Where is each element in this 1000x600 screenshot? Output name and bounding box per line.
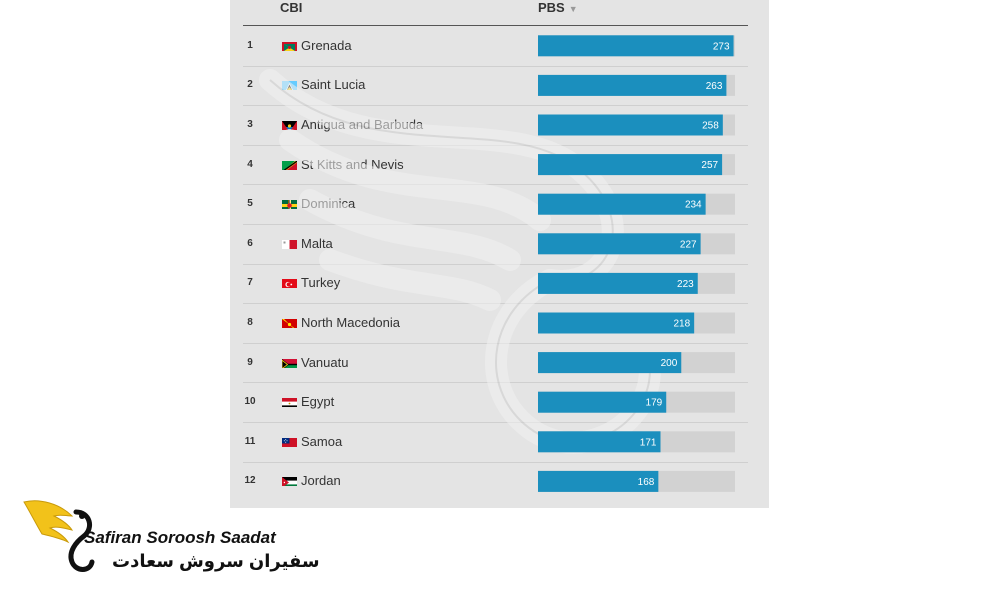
rank-label: 10 (244, 396, 256, 408)
ranking-panel (230, 0, 769, 508)
column-header-cbi[interactable]: CBI (280, 0, 302, 16)
country-name[interactable]: Turkey (301, 275, 341, 291)
samoa-flag-icon (282, 436, 297, 447)
country-name[interactable]: Malta (301, 235, 333, 251)
column-header-cbi-label: CBI (280, 0, 303, 15)
country-name[interactable]: St Kitts and Nevis (301, 156, 404, 172)
country-name[interactable]: North Macedonia (301, 315, 400, 330)
row-divider (243, 303, 748, 305)
sort-descending-icon[interactable]: ▼ (568, 4, 578, 14)
country-name[interactable]: Grenada (301, 37, 352, 53)
row-divider (243, 263, 748, 265)
egypt-flag-icon (282, 396, 297, 408)
saint-lucia-flag-icon (282, 79, 297, 91)
rank-label: 1 (247, 39, 253, 51)
column-header-pbs-label: PBS (538, 0, 565, 15)
country-name[interactable]: Saint Lucia (301, 77, 366, 93)
row-divider (243, 144, 748, 146)
country-name[interactable]: Dominica (301, 196, 356, 212)
logo-persian-name: سفیران سروش سعادت (112, 551, 320, 571)
rank-label: 11 (244, 435, 256, 447)
company-logo: Safiran Soroosh Saadat سفیران سروش سعادت (20, 494, 320, 584)
row-divider (243, 382, 748, 384)
country-name[interactable]: Samoa (301, 433, 343, 449)
rank-label: 2 (247, 79, 253, 91)
country-name[interactable]: Egypt (301, 394, 335, 410)
row-divider (243, 461, 748, 463)
row-divider (243, 342, 748, 344)
rank-label: 5 (247, 198, 253, 210)
row-divider (243, 105, 748, 107)
antigua-and-barbuda-flag-icon (282, 119, 297, 130)
vanuatu-flag-icon (282, 357, 297, 368)
rank-label: 3 (247, 119, 253, 130)
rank-label: 4 (247, 158, 253, 170)
turkey-flag-icon (282, 277, 297, 289)
st-kitts-and-nevis-flag-icon (282, 159, 297, 170)
row-divider (243, 224, 748, 225)
logo-name: Safiran Soroosh Saadat (84, 528, 276, 547)
row-divider (243, 184, 748, 186)
north-macedonia-flag-icon (282, 317, 297, 328)
country-name[interactable]: Vanuatu (301, 354, 349, 370)
rank-label: 6 (247, 237, 253, 249)
row-divider (243, 65, 748, 67)
dominica-flag-icon (282, 198, 297, 210)
rank-label: 9 (247, 356, 253, 368)
grenada-flag-icon (282, 40, 297, 51)
column-header-pbs[interactable]: PBS ▼ (538, 0, 578, 17)
country-name[interactable]: Jordan (301, 473, 341, 489)
rank-label: 12 (244, 475, 256, 487)
rank-label: 8 (247, 317, 253, 328)
country-name[interactable]: Antigua and Barbuda (301, 117, 424, 132)
rank-label: 7 (247, 277, 253, 289)
swan-logo-icon (23, 500, 95, 572)
row-divider (243, 422, 748, 423)
header-divider (243, 25, 748, 26)
jordan-flag-icon (282, 475, 297, 487)
malta-flag-icon (282, 238, 297, 249)
